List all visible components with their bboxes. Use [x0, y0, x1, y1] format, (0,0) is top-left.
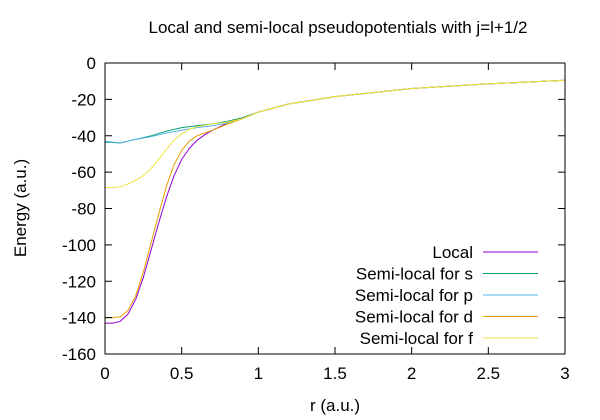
chart-title: Local and semi-local pseudopotentials wi…: [149, 18, 528, 37]
legend-label: Semi-local for p: [355, 286, 473, 305]
x-axis-title: r (a.u.): [310, 396, 360, 415]
series-line-3: [104, 79, 566, 144]
x-tick-label: 0.5: [170, 364, 194, 383]
legend-label: Semi-local for s: [356, 265, 473, 284]
x-tick-label: 1.5: [323, 364, 347, 383]
y-tick-label: -160: [62, 345, 96, 364]
series-line-1: [104, 79, 566, 324]
plot-frame: [104, 62, 566, 355]
legend-label: Local: [432, 243, 473, 262]
y-tick-label: 0: [87, 54, 96, 73]
legend: Local Semi-local for s Semi-local for p Sem…: [355, 243, 538, 348]
x-tick-label: 3: [560, 364, 569, 383]
y-tick-label: -60: [71, 163, 96, 182]
x-tick-label: 0: [100, 364, 109, 383]
series-line-2: [104, 79, 566, 144]
legend-label: Semi-local for d: [355, 308, 473, 327]
legend-label: Semi-local for f: [360, 329, 474, 348]
y-axis-title: Energy (a.u.): [11, 159, 30, 257]
y-tick-label: -80: [71, 200, 96, 219]
x-tick-label: 2: [407, 364, 416, 383]
y-tick-label: -120: [62, 272, 96, 291]
series-layer: [104, 79, 566, 324]
y-tick-label: -20: [71, 90, 96, 109]
x-axis-tick-labels: 0 0.5 1 1.5 2 2.5 3: [100, 364, 569, 383]
series-line-5: [104, 79, 566, 189]
y-tick-label: -140: [62, 309, 96, 328]
series-line-4: [104, 79, 566, 319]
y-axis-tick-labels: 0 -20 -40 -60 -80 -100 -120 -140 -160: [62, 54, 96, 364]
y-tick-label: -40: [71, 127, 96, 146]
tick-marks: [104, 62, 566, 355]
y-tick-label: -100: [62, 236, 96, 255]
x-tick-label: 2.5: [477, 364, 501, 383]
x-tick-label: 1: [254, 364, 263, 383]
